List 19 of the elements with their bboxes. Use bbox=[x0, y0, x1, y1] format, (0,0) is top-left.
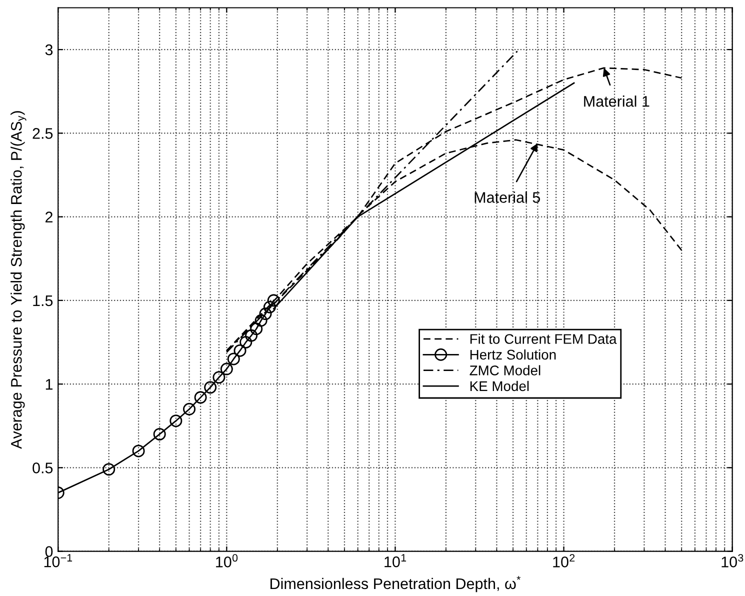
y-tick-label: 0.5 bbox=[32, 462, 53, 474]
x-tick-label: 10$^{3}$ bbox=[722, 554, 744, 568]
y-tick-label: 2 bbox=[46, 212, 52, 222]
x-tick-label: 10$^{0}$ bbox=[216, 554, 238, 568]
y-tick-label: 2.5 bbox=[32, 128, 53, 139]
annotation: Material 1 bbox=[584, 96, 650, 107]
y-tick-label: 0 bbox=[45, 546, 53, 557]
y-tick-label: 1.5 bbox=[33, 295, 53, 306]
legend-label: Fit to Current FEM Data bbox=[470, 334, 617, 344]
annotation: Material 5 bbox=[474, 192, 540, 203]
y-axis-title: Average Pressure to Yield Strength Ratio, P/(AS$_{y}$) bbox=[10, 111, 26, 449]
x-axis-title: Dimensionless Penetration Depth, ω$^{*}$ bbox=[270, 576, 521, 592]
y-tick-label: 3 bbox=[45, 44, 53, 56]
x-tick-label: 10$^{2}$ bbox=[553, 554, 575, 568]
legend-label: Hertz Solution bbox=[470, 349, 556, 360]
x-tick-label: 10$^{1}$ bbox=[384, 554, 406, 568]
legend-label: KE Model bbox=[470, 380, 529, 392]
legend-label: ZMC Model bbox=[470, 365, 540, 376]
y-tick-label: 1 bbox=[46, 379, 53, 390]
